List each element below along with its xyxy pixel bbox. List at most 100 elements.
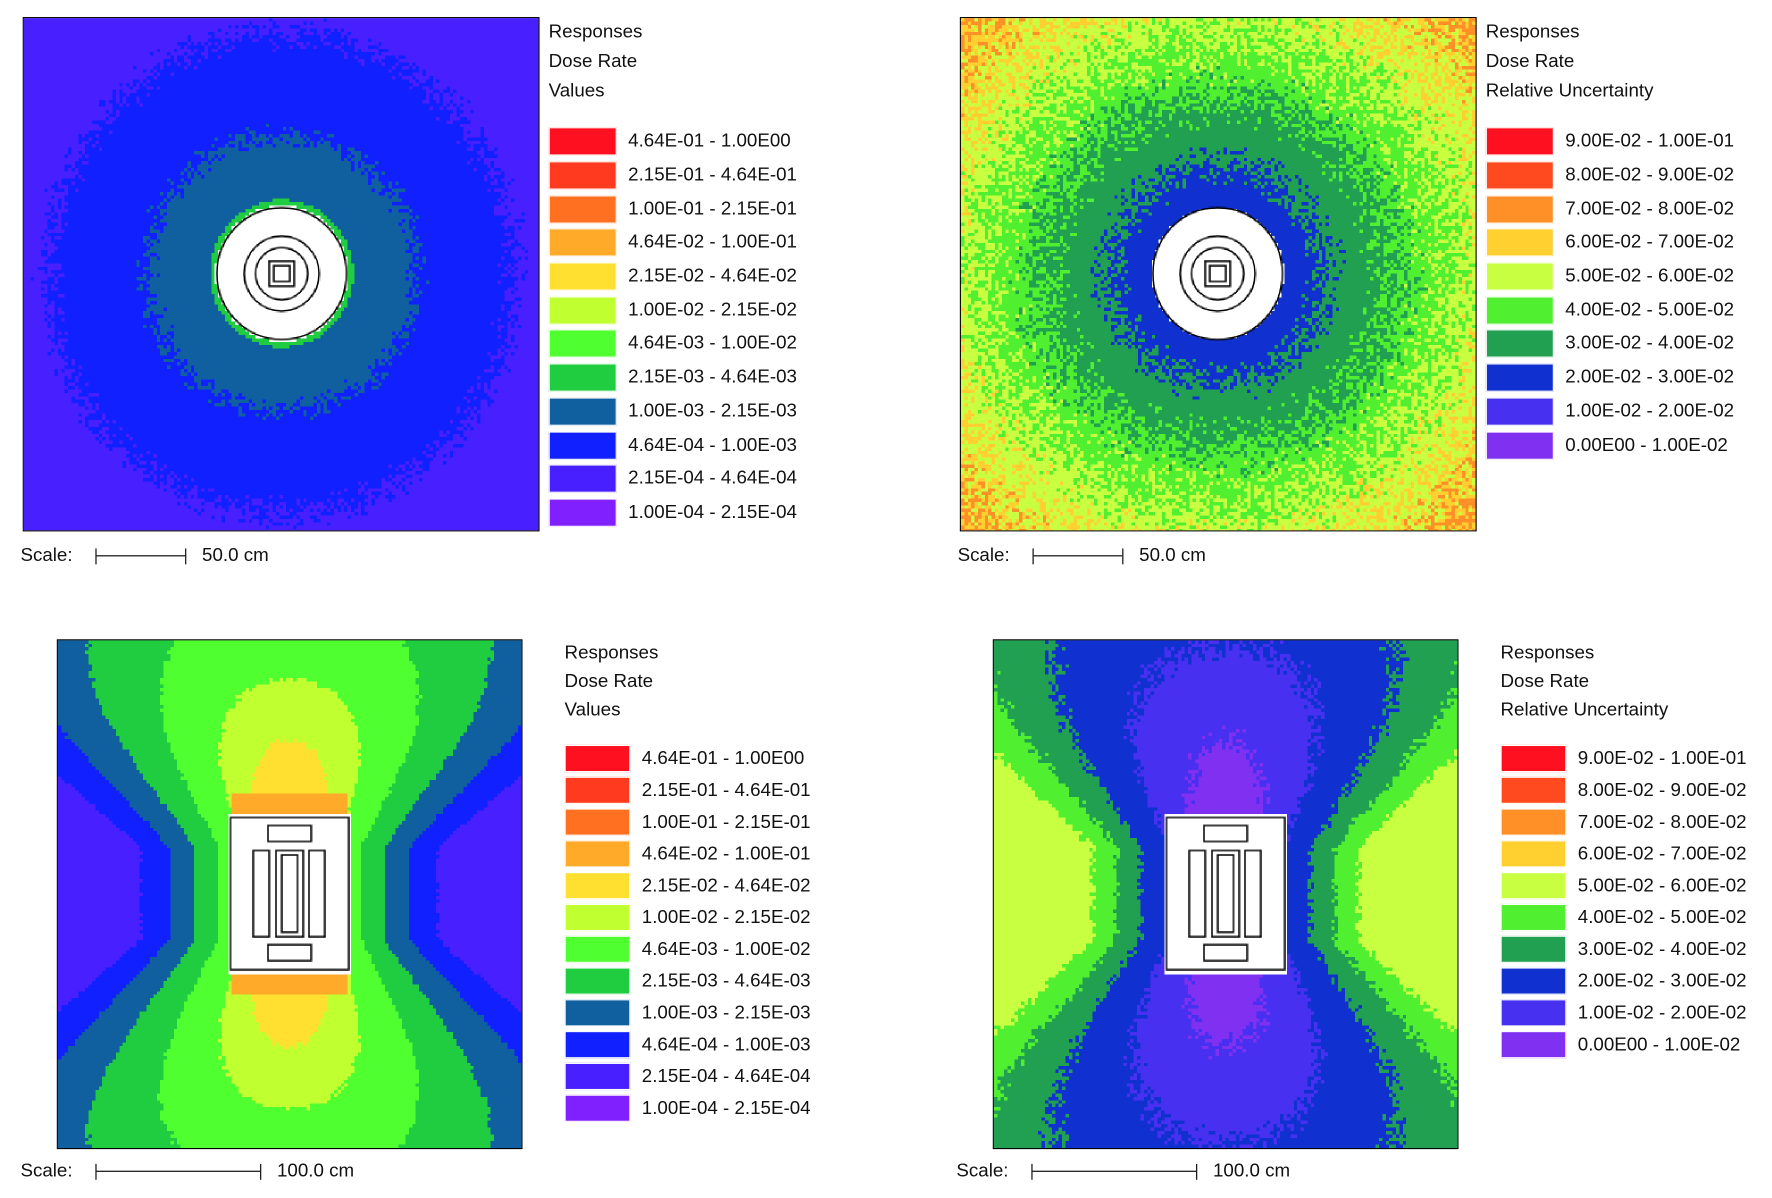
legend-swatch <box>1485 161 1554 190</box>
legend-swatch <box>564 935 631 963</box>
legend-label: 4.64E-04 - 1.00E-03 <box>641 1033 811 1055</box>
legend-label: 2.15E-04 - 4.64E-04 <box>628 468 797 489</box>
legend-label: 4.00E-02 - 5.00E-02 <box>1577 906 1747 928</box>
legend-swatch <box>1485 397 1554 426</box>
legend-swatch <box>548 363 617 392</box>
legend-label: 4.64E-03 - 1.00E-02 <box>641 938 811 959</box>
legend-label: 4.64E-01 - 1.00E00 <box>641 747 805 769</box>
legend-label: 9.00E-02 - 1.00E-01 <box>1577 747 1747 769</box>
legend-label: 1.00E-03 - 2.15E-03 <box>641 1002 811 1023</box>
legend-swatch <box>1500 1031 1567 1059</box>
scale-label: Scale: <box>20 545 73 566</box>
legend-label: 7.00E-02 - 8.00E-02 <box>1577 811 1747 832</box>
legend-item: 3.00E-02 - 4.00E-02 <box>1500 933 1747 965</box>
legend-label: 9.00E-02 - 1.00E-01 <box>1565 130 1735 152</box>
legend-item: 1.00E-02 - 2.00E-02 <box>1485 395 1735 429</box>
legend-label: 1.00E-02 - 2.15E-02 <box>641 906 811 928</box>
scale-length: 50.0 cm <box>202 545 269 566</box>
legend-label: 1.00E-01 - 2.15E-01 <box>628 198 797 219</box>
legend-item: 2.15E-02 - 4.64E-02 <box>548 260 797 294</box>
legend-item: 2.15E-02 - 4.64E-02 <box>564 870 811 902</box>
legend-item: 1.00E-01 - 2.15E-01 <box>564 806 811 838</box>
legend-swatch <box>564 744 631 773</box>
legend-label: 1.00E-01 - 2.15E-01 <box>641 811 811 832</box>
legend-label: 4.64E-04 - 1.00E-03 <box>628 434 797 455</box>
legend-heading-line: Values <box>564 699 621 720</box>
legend-heading-line: Responses <box>1500 642 1595 664</box>
legend-uncertainty-top: Responses Dose Rate Relative Uncertainty 9.… <box>1485 17 1735 462</box>
legend-item: 4.64E-01 - 1.00E00 <box>564 743 811 775</box>
dose-map-top <box>22 17 540 532</box>
legend-label: 1.00E-04 - 2.15E-04 <box>628 501 797 523</box>
legend-label: 8.00E-02 - 9.00E-02 <box>1565 164 1735 186</box>
legend-item: 1.00E-02 - 2.00E-02 <box>1500 997 1747 1029</box>
legend-label: 2.15E-01 - 4.64E-01 <box>628 164 797 186</box>
legend-label: 0.00E00 - 1.00E-02 <box>1565 434 1728 455</box>
scale-length: 100.0 cm <box>276 1160 355 1181</box>
legend-item: 7.00E-02 - 8.00E-02 <box>1485 192 1734 226</box>
legend-swatch <box>1500 935 1567 963</box>
legend-swatch <box>1485 262 1554 291</box>
legend-label: 1.00E-02 - 2.15E-02 <box>628 299 797 320</box>
legend-heading-line: Responses <box>1485 21 1580 43</box>
legend-item: 4.64E-03 - 1.00E-02 <box>564 933 811 965</box>
dose-map-side <box>56 639 523 1150</box>
scale-bar-top-left: Scale: 50.0 cm <box>20 545 268 567</box>
legend-swatch <box>564 1094 631 1122</box>
legend-item: 4.64E-04 - 1.00E-03 <box>548 428 797 462</box>
legend-swatch <box>564 1031 631 1059</box>
legend-swatch <box>564 840 631 868</box>
legend-swatch <box>564 999 631 1027</box>
uncertainty-map-side <box>992 639 1459 1150</box>
uncertainty-map-top <box>959 17 1477 532</box>
scale-label: Scale: <box>20 1160 73 1181</box>
legend-swatch <box>1500 744 1567 773</box>
legend-item: 8.00E-02 - 9.00E-02 <box>1500 774 1747 806</box>
legend-dose-side: Responses Dose Rate Values 4.64E-01 - 1.00E… <box>564 639 811 1125</box>
legend-uncertainty-side: Responses Dose Rate Relative Uncertainty 9.… <box>1500 639 1747 1061</box>
legend-label: 2.15E-03 - 4.64E-03 <box>628 366 797 388</box>
legend-label: 2.15E-03 - 4.64E-03 <box>641 970 811 991</box>
legend-swatch <box>1500 903 1567 932</box>
scale-bar <box>1032 547 1124 564</box>
legend-label: 3.00E-02 - 4.00E-02 <box>1565 333 1735 354</box>
legend-heading-line: Relative Uncertainty <box>1485 80 1654 102</box>
legend-label: 2.15E-04 - 4.64E-04 <box>641 1065 811 1087</box>
legend-swatch <box>1500 808 1567 836</box>
legend-label: 4.64E-02 - 1.00E-01 <box>628 232 797 253</box>
legend-item: 4.64E-04 - 1.00E-03 <box>564 1029 811 1061</box>
legend-item: 0.00E00 - 1.00E-02 <box>1500 1029 1747 1061</box>
legend-swatch <box>564 967 631 995</box>
scale-bar-bottom-right: Scale: 100.0 cm <box>956 1160 1290 1182</box>
legend-swatch <box>1485 194 1554 224</box>
legend-item: 7.00E-02 - 8.00E-02 <box>1500 806 1747 838</box>
legend-heading-line: Dose Rate <box>564 671 654 692</box>
legend-item: 1.00E-02 - 2.15E-02 <box>548 293 797 327</box>
legend-swatch <box>564 872 631 900</box>
legend-swatch <box>1500 967 1567 995</box>
legend-item: 1.00E-01 - 2.15E-01 <box>548 192 797 226</box>
legend-label: 2.15E-02 - 4.64E-02 <box>641 874 811 896</box>
legend-swatch <box>548 329 617 359</box>
legend-item: 2.15E-04 - 4.64E-04 <box>548 462 797 496</box>
legend-item: 9.00E-02 - 1.00E-01 <box>1500 743 1747 775</box>
legend-swatch <box>564 776 631 804</box>
legend-swatch <box>1485 228 1554 258</box>
legend-item: 1.00E-03 - 2.15E-03 <box>548 395 797 429</box>
legend-label: 1.00E-04 - 2.15E-04 <box>641 1097 811 1118</box>
legend-label: 2.15E-01 - 4.64E-01 <box>641 779 811 800</box>
legend-item: 6.00E-02 - 7.00E-02 <box>1500 838 1747 870</box>
scale-length: 100.0 cm <box>1212 1160 1291 1181</box>
scale-bar-bottom-left: Scale: 100.0 cm <box>20 1160 354 1182</box>
legend-item: 4.00E-02 - 5.00E-02 <box>1485 293 1734 327</box>
legend-item: 2.15E-01 - 4.64E-01 <box>564 774 811 806</box>
legend-heading-line: Dose Rate <box>1500 671 1590 692</box>
legend-swatch <box>1485 296 1554 325</box>
legend-swatch <box>1485 430 1554 460</box>
legend-label: 1.00E-02 - 2.00E-02 <box>1565 400 1735 422</box>
legend-item: 5.00E-02 - 6.00E-02 <box>1485 260 1734 294</box>
legend-item: 2.15E-03 - 4.64E-03 <box>564 965 811 997</box>
legend-swatch <box>1485 329 1554 359</box>
legend-bins: 4.64E-01 - 1.00E00 2.15E-01 - 4.64E-01 1.0… <box>564 743 811 1125</box>
